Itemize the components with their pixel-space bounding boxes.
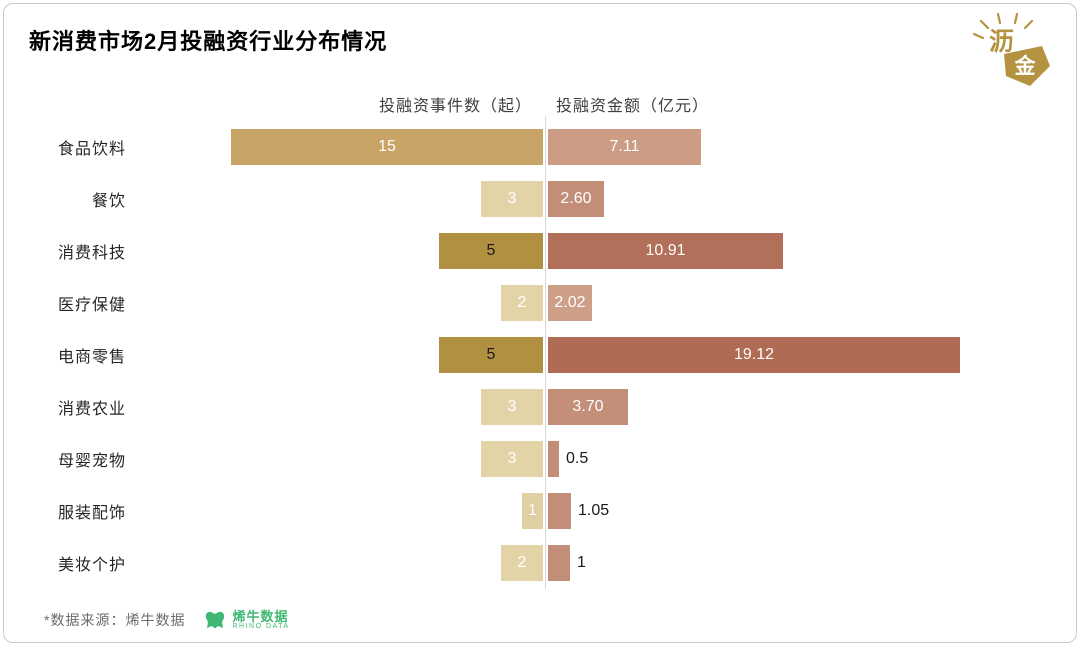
amount-bar: 7.11	[548, 129, 701, 165]
amount-track: 3.70	[548, 389, 1076, 425]
amount-bar	[548, 493, 571, 529]
amount-bar: 19.12	[548, 337, 960, 373]
events-bar: 5	[439, 233, 543, 269]
amount-track: 7.11	[548, 129, 1076, 165]
amount-track: 2.02	[548, 285, 1076, 321]
amount-value: 10.91	[645, 242, 686, 259]
rhino-logo-subtitle: RHINO DATA	[232, 623, 290, 631]
events-bar: 2	[501, 285, 543, 321]
amount-bar	[548, 545, 570, 581]
events-track: 2	[126, 285, 545, 321]
right-axis-header: 投融资金额（亿元）	[556, 98, 710, 115]
events-track: 1	[126, 493, 545, 529]
category-label: 消费科技	[57, 245, 126, 262]
amount-value: 1.05	[578, 502, 610, 519]
chart-row: 电商零售 5 19.12	[4, 329, 1076, 381]
events-bar: 5	[439, 337, 543, 373]
category-label: 食品饮料	[57, 141, 126, 158]
events-value: 15	[378, 138, 396, 155]
amount-value: 2.02	[554, 294, 586, 311]
amount-track: 0.5	[548, 441, 1076, 477]
chart-row: 医疗保健 2 2.02	[4, 277, 1076, 329]
events-value: 3	[507, 190, 517, 207]
amount-bar: 10.91	[548, 233, 783, 269]
column-headers: 投融资事件数（起） 投融资金额（亿元）	[4, 92, 1076, 115]
ligin-logo-graphic: 沥 金	[972, 12, 1050, 86]
chart-card: 新消费市场2月投融资行业分布情况 沥 金 投融资事件数（起） 投融资金额（亿元）…	[3, 3, 1077, 643]
data-source-note: *数据来源：烯牛数据	[44, 612, 186, 628]
rhino-logo-text: 烯牛数据 RHINO DATA	[232, 608, 290, 631]
events-value: 5	[486, 346, 496, 363]
amount-track: 19.12	[548, 337, 1076, 373]
events-value: 3	[507, 450, 517, 467]
bar-chart: 食品饮料 15 7.11 餐饮 3 2.60 消费科技 5 10.91 医疗保健 2 2.02 电商零售…	[4, 121, 1076, 589]
events-track: 3	[126, 441, 545, 477]
category-label: 电商零售	[57, 349, 126, 366]
events-value: 3	[507, 398, 517, 415]
category-label: 母婴宠物	[57, 453, 126, 470]
events-bar: 1	[522, 493, 543, 529]
brand-char-bottom: 金	[1014, 54, 1037, 78]
page-title: 新消费市场2月投融资行业分布情况	[29, 29, 388, 54]
chart-row: 餐饮 3 2.60	[4, 173, 1076, 225]
amount-value: 2.60	[560, 190, 592, 207]
amount-bar: 3.70	[548, 389, 628, 425]
events-value: 5	[486, 242, 496, 259]
events-track: 5	[126, 233, 545, 269]
events-bar: 2	[501, 545, 543, 581]
ligin-logo: 沥 金	[968, 12, 1054, 90]
events-value: 2	[517, 294, 527, 311]
amount-value: 19.12	[733, 346, 775, 363]
amount-track: 2.60	[548, 181, 1076, 217]
brand-char-top: 沥	[989, 28, 1014, 56]
events-track: 5	[126, 337, 545, 373]
events-track: 2	[126, 545, 545, 581]
events-bar: 3	[481, 181, 543, 217]
category-label: 服装配饰	[57, 505, 126, 522]
amount-bar: 2.02	[548, 285, 592, 321]
amount-track: 1.05	[548, 493, 1076, 529]
events-track: 15	[126, 129, 545, 165]
left-axis-header: 投融资事件数（起）	[378, 98, 532, 115]
center-axis-line	[545, 116, 546, 589]
rhino-bull-icon	[206, 611, 225, 629]
amount-track: 1	[548, 545, 1076, 581]
events-bar: 3	[481, 441, 543, 477]
category-label: 美妆个护	[57, 557, 126, 574]
chart-row: 母婴宠物 3 0.5	[4, 433, 1076, 485]
events-track: 3	[126, 389, 545, 425]
rhino-logo-name: 烯牛数据	[232, 608, 289, 624]
chart-row: 消费农业 3 3.70	[4, 381, 1076, 433]
events-track: 3	[126, 181, 545, 217]
amount-value: 7.11	[609, 138, 640, 155]
amount-bar: 2.60	[548, 181, 604, 217]
events-value: 1	[528, 502, 537, 519]
rhino-data-logo: 烯牛数据 RHINO DATA	[203, 608, 289, 632]
events-bar: 15	[231, 129, 543, 165]
amount-track: 10.91	[548, 233, 1076, 269]
category-label: 餐饮	[91, 193, 126, 210]
footer: *数据来源：烯牛数据 烯牛数据 RHINO DATA	[44, 608, 290, 632]
category-label: 医疗保健	[57, 297, 126, 314]
amount-value: 3.70	[572, 398, 604, 415]
chart-row: 美妆个护 2 1	[4, 537, 1076, 589]
gold-nugget-shape	[1004, 46, 1050, 86]
chart-row: 服装配饰 1 1.05	[4, 485, 1076, 537]
events-bar: 3	[481, 389, 543, 425]
chart-row: 消费科技 5 10.91	[4, 225, 1076, 277]
category-label: 消费农业	[57, 401, 126, 418]
amount-value: 1	[577, 554, 586, 571]
amount-bar	[548, 441, 559, 477]
sparkle-rays-icon	[972, 12, 1034, 40]
events-value: 2	[517, 554, 527, 571]
chart-row: 食品饮料 15 7.11	[4, 121, 1076, 173]
amount-value: 0.5	[566, 450, 589, 467]
